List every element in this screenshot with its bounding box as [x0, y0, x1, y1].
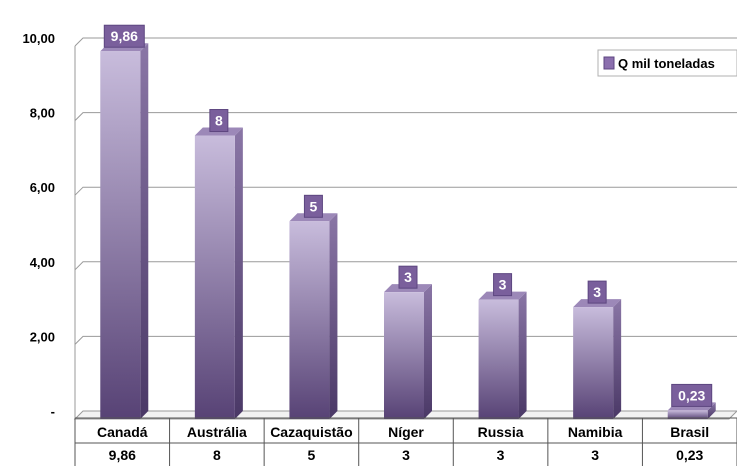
data-label: 0,23 — [671, 383, 713, 407]
bar — [573, 299, 622, 419]
legend-label: Q mil toneladas — [618, 56, 715, 71]
legend: Q mil toneladas — [597, 49, 737, 77]
y-tick-label: - — [51, 404, 55, 419]
table-value: 5 — [308, 447, 316, 463]
bar — [289, 213, 338, 419]
category-label: Níger — [388, 424, 424, 440]
bar-front — [194, 135, 235, 419]
table-value: 3 — [591, 447, 599, 463]
y-tick-label: 2,00 — [30, 329, 55, 344]
data-label: 9,86 — [103, 24, 145, 48]
svg-text:3: 3 — [499, 277, 507, 293]
data-label: 3 — [398, 265, 418, 289]
gridline — [74, 261, 737, 271]
bar-side — [613, 299, 622, 419]
data-table: Canadá 9,86 Austrália 8 Cazaquistão 5 Níger 3 Ru… — [74, 417, 737, 466]
bar-side — [424, 284, 432, 419]
y-tick-label: 10,00 — [22, 31, 55, 46]
bar-front — [289, 221, 330, 419]
svg-text:3: 3 — [404, 269, 412, 285]
bar — [384, 284, 432, 419]
category-label: Austrália — [187, 424, 247, 440]
bar — [100, 43, 149, 420]
bar-front — [667, 410, 708, 419]
bar-side — [234, 127, 243, 420]
table-value: 8 — [213, 447, 221, 463]
data-label: 3 — [493, 273, 513, 297]
y-tick-label: 4,00 — [30, 255, 55, 270]
category-label: Cazaquistão — [270, 424, 352, 440]
data-label: 3 — [587, 280, 607, 304]
bar-side — [707, 402, 716, 419]
data-label: 8 — [209, 109, 229, 133]
svg-text:3: 3 — [593, 284, 601, 300]
gridline — [74, 186, 737, 196]
bar-front — [478, 299, 519, 419]
bar-front — [573, 307, 614, 419]
category-label: Canadá — [97, 424, 148, 440]
y-tick-label: 8,00 — [30, 106, 55, 121]
bar — [478, 291, 527, 419]
bars — [100, 43, 716, 420]
category-label: Brasil — [670, 424, 709, 440]
bar-front — [384, 292, 424, 419]
table-value: 9,86 — [109, 447, 136, 463]
gridline — [74, 37, 737, 47]
legend-swatch — [603, 56, 615, 70]
bar-front — [100, 51, 141, 420]
data-label: 5 — [303, 194, 323, 218]
table-value: 3 — [402, 447, 410, 463]
svg-text:9,86: 9,86 — [111, 28, 138, 44]
table-value: 0,23 — [676, 447, 703, 463]
bar-side — [329, 213, 338, 419]
category-label: Namibia — [568, 424, 623, 440]
bar-side — [140, 43, 149, 420]
y-tick-label: 6,00 — [30, 180, 55, 195]
svg-text:5: 5 — [310, 198, 318, 214]
gridline — [74, 112, 737, 121]
data-labels: 9,86 8 5 3 3 3 0,23 — [103, 24, 713, 407]
bar-side — [518, 291, 527, 419]
legend-box — [597, 49, 737, 77]
category-label: Russia — [478, 424, 524, 440]
svg-text:8: 8 — [215, 113, 223, 129]
bar — [194, 127, 243, 420]
y-axis: - 2,00 4,00 6,00 8,00 10,00 — [22, 31, 76, 419]
table-value: 3 — [497, 447, 505, 463]
svg-text:0,23: 0,23 — [678, 387, 705, 403]
